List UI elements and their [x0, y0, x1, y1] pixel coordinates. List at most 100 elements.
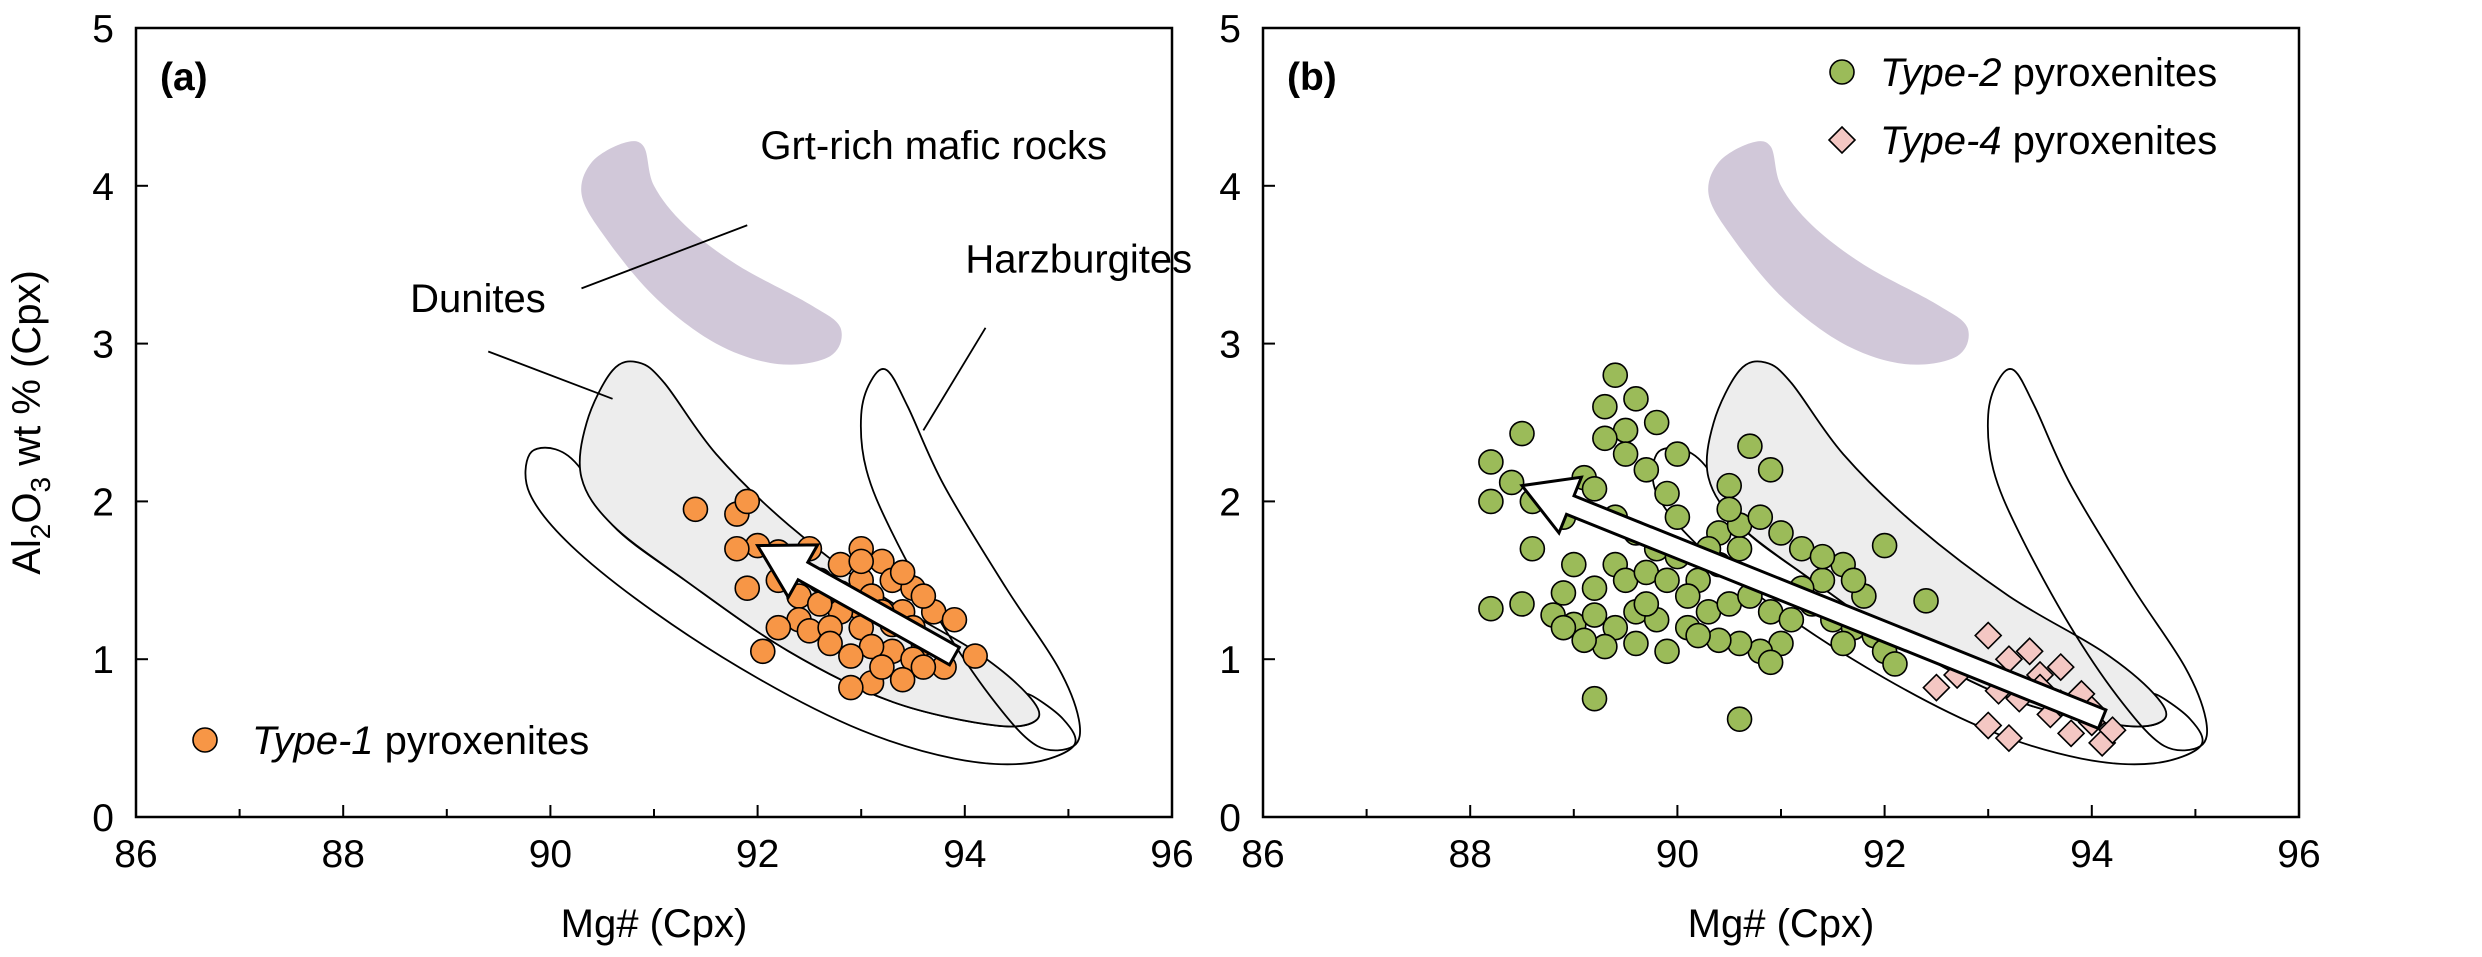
- data-point: [734, 488, 761, 515]
- trend-arrow: [1519, 475, 2108, 731]
- panel-b: 86 88 90 92 94 96 0 1 2 3 4 5 Mg# (Cpx) (b) Type-2 pyr…: [1219, 8, 2320, 946]
- data-point: [848, 548, 875, 575]
- data-point: [889, 666, 916, 693]
- data-point: [1757, 649, 1784, 676]
- legend-entry: Type-4 pyroxenites: [1880, 119, 2217, 163]
- trend-arrow: [754, 543, 962, 667]
- legend-marker: [192, 727, 218, 753]
- y-tick-label: 1: [92, 639, 114, 682]
- data-point: [2015, 637, 2044, 666]
- data-point: [1994, 723, 2024, 753]
- legend-entry-italic: Type-4: [1880, 119, 2002, 163]
- data-point: [765, 614, 792, 641]
- legend-entry-rest: pyroxenites: [2002, 119, 2218, 163]
- y-axis-label-part: wt % (Cpx): [5, 270, 49, 477]
- data-point: [1581, 475, 1608, 502]
- data-point: [1633, 457, 1660, 483]
- y-tick-label: 1: [1219, 639, 1241, 682]
- annotation-leader: [487, 350, 613, 400]
- data-point: [1664, 504, 1691, 530]
- data-point: [1571, 627, 1597, 654]
- panel-label: (a): [160, 56, 208, 99]
- data-point: [1726, 706, 1753, 732]
- y-tick-label: 4: [1219, 166, 1241, 209]
- y-axis-label-part: Al: [5, 539, 49, 575]
- data-point: [1716, 472, 1742, 499]
- x-tick-label: 94: [2070, 833, 2113, 876]
- region-grt-rich-mafic-rocks: [1708, 141, 1969, 365]
- data-point: [1654, 638, 1680, 665]
- panel-label: (b): [1287, 56, 1337, 99]
- data-point: [838, 674, 864, 701]
- x-tick-label: 88: [322, 833, 365, 876]
- legend-entry-italic: Type-1: [252, 719, 374, 763]
- data-point: [1654, 567, 1680, 594]
- data-point: [1509, 420, 1535, 447]
- data-point: [1561, 551, 1587, 578]
- y-axis-label-part: O: [5, 492, 49, 523]
- legend-entry-rest: pyroxenites: [2002, 51, 2218, 95]
- data-point: [1478, 595, 1504, 622]
- data-point: [2046, 652, 2075, 682]
- data-point: [941, 606, 968, 633]
- data-point: [1581, 602, 1608, 628]
- y-tick-label: 0: [92, 797, 114, 840]
- data-point: [1623, 630, 1649, 657]
- data-point: [1757, 457, 1784, 483]
- data-point: [734, 575, 761, 601]
- data-point: [838, 643, 864, 669]
- data-point: [889, 559, 916, 586]
- x-tick-label: 94: [943, 833, 986, 876]
- data-point: [682, 496, 709, 523]
- legend: Type-1 pyroxenites: [192, 719, 589, 763]
- x-tick-label: 96: [2277, 833, 2320, 876]
- annotation-leader: [922, 327, 987, 431]
- annotation-dunites: Dunites: [410, 277, 546, 321]
- legend-entry: Type-1 pyroxenites: [252, 719, 589, 763]
- data-point: [1478, 488, 1504, 515]
- x-tick-label: 90: [1656, 833, 1699, 876]
- legend: Type-2 pyroxenites Type-4 pyroxenites: [1827, 51, 2217, 163]
- data-point: [1685, 622, 1711, 649]
- data-point: [1498, 469, 1525, 496]
- data-point: [1612, 441, 1639, 467]
- data-point: [1550, 580, 1577, 606]
- x-tick-label: 86: [1241, 833, 1284, 876]
- data-point: [1840, 567, 1867, 594]
- data-point: [1602, 362, 1629, 388]
- y-axis-label-subscript: 2: [25, 524, 56, 540]
- x-tick-label: 96: [1150, 833, 1193, 876]
- data-point: [1830, 630, 1856, 657]
- data-point: [1706, 627, 1732, 654]
- y-tick-label: 0: [1219, 797, 1241, 840]
- data-point: [1478, 449, 1504, 475]
- data-point: [1768, 520, 1794, 546]
- y-tick-label: 5: [1219, 8, 1241, 51]
- data-point: [1623, 386, 1649, 412]
- y-tick-label: 3: [92, 324, 114, 367]
- data-point: [910, 583, 937, 609]
- data-point: [1778, 606, 1805, 633]
- x-axis-label: Mg# (Cpx): [561, 902, 748, 946]
- region-harzburgites: [1987, 368, 2208, 752]
- data-point: [1674, 583, 1701, 609]
- data-point: [1913, 588, 1939, 614]
- y-tick-label: 2: [1219, 481, 1241, 524]
- data-point: [2098, 716, 2127, 745]
- region-grt-rich-mafic-rocks: [581, 141, 842, 365]
- data-point: [1716, 496, 1742, 523]
- data-point: [1654, 480, 1680, 507]
- legend-entry: Type-2 pyroxenites: [1880, 51, 2217, 95]
- x-axis-label: Mg# (Cpx): [1688, 902, 1875, 946]
- data-point: [749, 638, 776, 665]
- annotation-harzburgites: Harzburgites: [965, 238, 1192, 282]
- data-point: [1550, 614, 1577, 641]
- data-point: [1922, 673, 1951, 702]
- x-tick-label: 90: [529, 833, 572, 876]
- data-point: [1871, 532, 1898, 559]
- x-tick-label: 92: [1863, 833, 1906, 876]
- legend-marker: [1829, 59, 1855, 85]
- data-point: [1882, 651, 1908, 677]
- data-point: [1664, 441, 1691, 467]
